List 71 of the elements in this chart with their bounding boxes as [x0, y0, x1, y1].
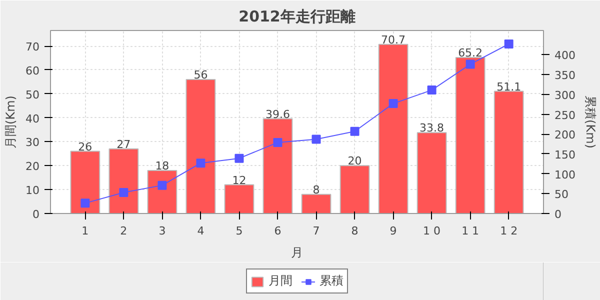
data-label: 56 — [194, 68, 208, 82]
x-axis-title: 月 — [291, 246, 303, 260]
point — [427, 86, 436, 95]
bar — [147, 170, 178, 214]
point — [158, 180, 167, 190]
point — [234, 154, 244, 163]
y2-tick-label: 100 — [554, 168, 576, 182]
y-tick-label: 30 — [26, 136, 40, 150]
data-label: 8 — [312, 183, 320, 196]
data-label: 27 — [116, 138, 131, 151]
point — [273, 138, 282, 147]
y2-axis-title: 累積(Km) — [583, 96, 598, 148]
y-axis-title: 月間(Km) — [4, 96, 18, 148]
data-label: 33.8 — [420, 122, 444, 135]
x-tick-label: 6 — [274, 224, 282, 238]
x-tick-label: 1 — [82, 224, 89, 238]
data-label: 51.1 — [496, 80, 522, 94]
point — [388, 99, 398, 108]
point — [312, 134, 321, 144]
y-tick-label: 0 — [32, 208, 40, 221]
bar — [70, 150, 100, 214]
y-tick-label: 70 — [26, 40, 40, 54]
legend-label: 月間 — [268, 272, 292, 290]
y-tick-label: 50 — [26, 88, 40, 102]
y-tick-label: 10 — [26, 184, 40, 198]
data-label: 20 — [348, 154, 362, 168]
x-tick-label: 7 — [312, 224, 320, 238]
y2-tick-label: 300 — [554, 88, 576, 102]
point — [196, 158, 206, 168]
legend-label: 累積 — [320, 272, 344, 290]
bar — [455, 57, 486, 214]
x-tick-label: 9 — [390, 224, 397, 238]
bar — [378, 44, 408, 214]
y2-tick-label: 150 — [554, 148, 576, 162]
x-tick-label: 1 2 — [500, 224, 518, 238]
bar — [494, 90, 524, 214]
bar — [108, 148, 139, 214]
data-label: 26 — [78, 140, 92, 154]
data-label: 39.6 — [265, 108, 290, 121]
data-label: 12 — [232, 174, 246, 187]
y-tick-label: 60 — [26, 64, 40, 78]
point — [119, 188, 128, 197]
x-tick-label: 4 — [197, 224, 204, 238]
y2-tick-label: 400 — [554, 49, 576, 62]
y2-tick-label: 200 — [554, 128, 576, 142]
chart-title: 2012年走行距離 — [238, 8, 356, 26]
bar — [224, 184, 254, 214]
y2-tick-label: 350 — [554, 69, 576, 82]
data-label: 18 — [155, 159, 170, 172]
data-label: 70.7 — [381, 33, 406, 46]
x-tick-label: 1 0 — [423, 224, 441, 238]
point — [350, 126, 360, 136]
y-tick-label: 20 — [26, 160, 40, 174]
point — [80, 198, 90, 208]
bar — [301, 194, 332, 214]
data-label: 65.2 — [458, 46, 483, 60]
y2-tick-label: 50 — [554, 188, 568, 202]
bar — [416, 132, 447, 214]
x-tick-label: 1 1 — [462, 224, 480, 238]
point — [504, 39, 514, 48]
y2-tick-label: 0 — [554, 208, 562, 221]
bar — [340, 165, 370, 214]
bar — [262, 118, 293, 214]
y2-tick-label: 250 — [554, 108, 576, 122]
bar — [186, 79, 216, 214]
x-tick-label: 2 — [120, 224, 128, 238]
x-tick-label: 8 — [351, 224, 358, 238]
x-tick-label: 3 — [158, 224, 166, 238]
point — [466, 60, 475, 69]
y-tick-label: 40 — [26, 112, 40, 126]
x-tick-label: 5 — [236, 224, 243, 238]
